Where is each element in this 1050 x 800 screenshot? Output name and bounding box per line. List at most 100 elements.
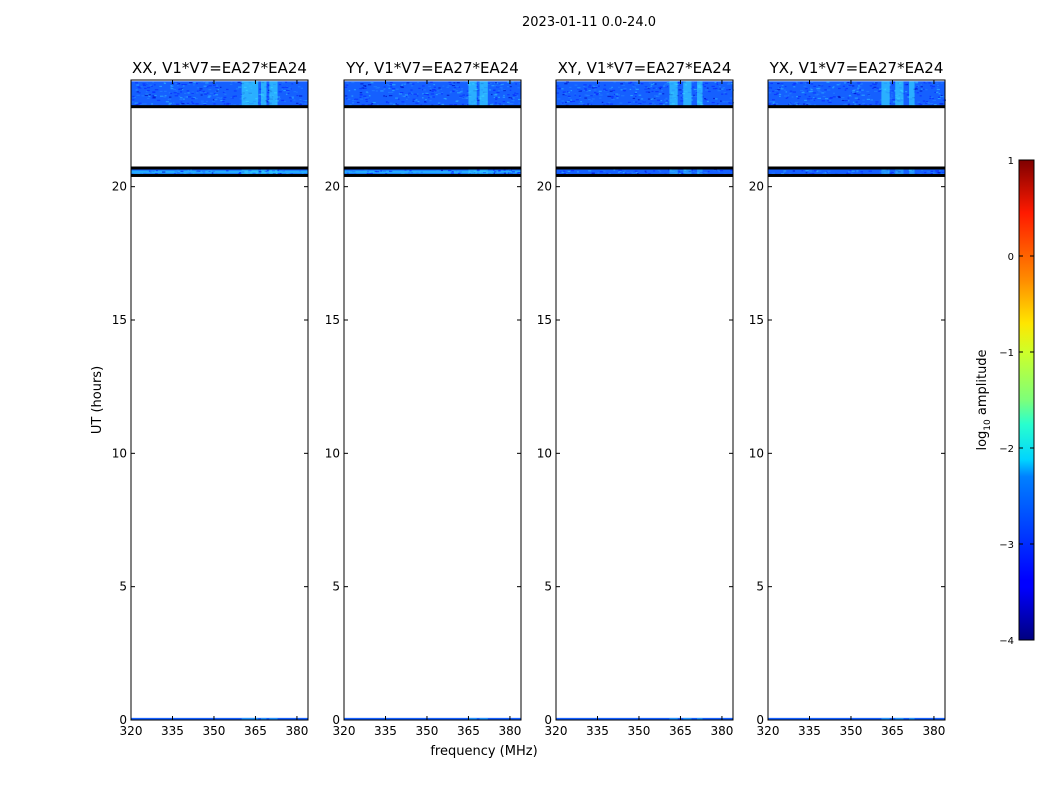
noise-speck — [593, 86, 597, 89]
noise-speck — [776, 89, 781, 91]
y-tick-label: 20 — [749, 180, 764, 194]
noise-speck — [283, 89, 286, 92]
noise-speck — [910, 170, 914, 173]
data-band-fill — [131, 717, 308, 720]
noise-speck — [494, 93, 498, 95]
noise-speck — [405, 95, 407, 98]
noise-speck — [383, 87, 386, 89]
noise-speck — [712, 88, 717, 90]
x-tick-label: 335 — [374, 724, 397, 738]
noise-speck — [704, 89, 709, 91]
noise-speck — [578, 90, 582, 92]
noise-speck — [866, 90, 870, 93]
noise-speck — [223, 96, 227, 98]
noise-speck — [928, 82, 932, 84]
noise-speck — [177, 172, 180, 174]
noise-speck — [721, 93, 724, 95]
noise-speck — [668, 169, 671, 171]
y-tick-label: 0 — [119, 713, 127, 727]
noise-speck — [632, 85, 635, 87]
noise-speck — [773, 93, 778, 96]
noise-speck — [933, 104, 937, 106]
noise-speck — [868, 170, 872, 172]
noise-speck — [561, 88, 564, 90]
noise-speck — [183, 83, 187, 86]
noise-speck — [247, 171, 251, 174]
noise-speck — [651, 104, 654, 106]
noise-speck — [624, 81, 629, 83]
noise-speck — [494, 102, 498, 104]
rfi-spike — [909, 717, 915, 720]
noise-speck — [678, 171, 681, 173]
x-tick-label: 365 — [457, 724, 480, 738]
noise-speck — [919, 95, 922, 97]
noise-speck — [649, 102, 653, 105]
rfi-spike — [895, 169, 904, 176]
noise-speck — [660, 86, 663, 88]
rfi-spike — [881, 169, 890, 176]
noise-speck — [376, 171, 380, 173]
noise-speck — [857, 82, 861, 84]
noise-speck — [447, 85, 451, 87]
noise-speck — [920, 84, 923, 86]
noise-speck — [401, 84, 403, 86]
noise-speck — [163, 90, 167, 92]
noise-speck — [632, 97, 636, 100]
noise-speck — [205, 83, 208, 85]
noise-speck — [136, 91, 139, 93]
noise-speck — [586, 90, 589, 93]
noise-speck — [659, 88, 661, 90]
noise-speck — [258, 93, 262, 96]
noise-speck — [816, 93, 820, 95]
noise-speck — [293, 172, 297, 174]
noise-speck — [808, 91, 812, 93]
colorbar-ticks: −4 −3 −2 −1 0 1 — [999, 156, 1034, 647]
noise-speck — [697, 172, 699, 174]
y-tick-label: 0 — [756, 713, 764, 727]
noise-speck — [606, 103, 610, 105]
noise-speck — [634, 170, 638, 172]
noise-speck — [680, 100, 684, 102]
noise-speck — [648, 173, 651, 175]
noise-speck — [650, 83, 654, 86]
noise-speck — [182, 85, 185, 87]
noise-speck — [611, 86, 613, 88]
noise-speck — [707, 90, 711, 93]
noise-speck — [410, 171, 414, 174]
noise-speck — [858, 89, 862, 91]
noise-speck — [935, 170, 939, 172]
noise-speck — [647, 88, 651, 90]
noise-speck — [277, 173, 281, 175]
noise-speck — [818, 91, 822, 93]
noise-speck — [170, 86, 173, 89]
noise-speck — [641, 83, 644, 85]
noise-speck — [388, 95, 393, 97]
noise-speck — [425, 99, 427, 101]
noise-speck — [703, 98, 707, 100]
noise-speck — [889, 84, 892, 86]
noise-speck — [344, 95, 348, 97]
noise-speck — [774, 89, 779, 92]
noise-speck — [502, 104, 505, 106]
noise-speck — [199, 88, 203, 90]
bright-row — [131, 170, 308, 174]
noise-speck — [905, 91, 908, 93]
noise-speck — [647, 98, 652, 100]
noise-speck — [248, 169, 252, 172]
noise-speck — [919, 90, 923, 92]
noise-speck — [168, 92, 171, 94]
noise-speck — [933, 82, 936, 84]
noise-speck — [496, 86, 500, 88]
noise-speck — [421, 85, 425, 87]
noise-speck — [383, 88, 386, 91]
noise-speck — [423, 89, 426, 91]
noise-speck — [172, 88, 177, 91]
noise-speck — [428, 85, 431, 87]
noise-speck — [720, 88, 724, 90]
noise-speck — [921, 169, 924, 172]
noise-speck — [916, 85, 918, 88]
noise-speck — [888, 102, 892, 105]
noise-speck — [456, 99, 459, 102]
noise-speck — [586, 95, 589, 97]
noise-speck — [492, 172, 495, 174]
